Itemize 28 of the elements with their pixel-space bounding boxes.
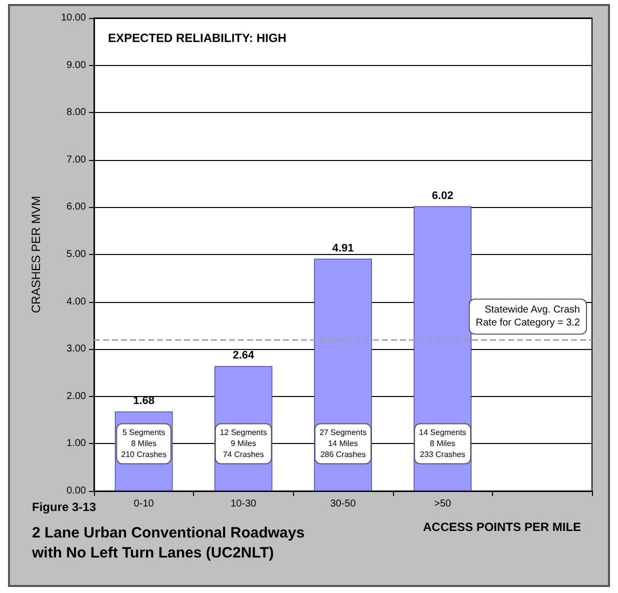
y-tick-label: 1.00 [66, 438, 86, 450]
x-tick-label: 30-50 [330, 498, 356, 510]
y-tick-label: 7.00 [66, 154, 86, 166]
y-tick-label: 8.00 [66, 107, 86, 118]
y-tick-label: 3.00 [66, 344, 86, 355]
data-label: 2.64 [232, 350, 255, 362]
annotation: 5 Segments 8 Miles 210 Crashes [121, 428, 166, 460]
x-axis-title: ACCESS POINTS PER MILE [423, 520, 582, 534]
x-tick-label: >50 [434, 498, 452, 510]
annotation: EXPECTED RELIABILITY: HIGH [108, 31, 286, 45]
annotation: 12 Segments 9 Miles 74 Crashes [220, 428, 267, 460]
y-axis-title: CRASHES PER MVM [29, 196, 43, 314]
y-tick-label: 0.00 [66, 486, 86, 496]
annotation: 14 Segments 8 Miles 233 Crashes [419, 428, 466, 460]
y-tick-label: 6.00 [66, 202, 86, 213]
ref-line-label: Statewide Avg. Crash Rate for Category = 3.2 [476, 304, 580, 329]
text: 2 Lane Urban Conventional Roadways with No Left Turn Lanes (UC2NLT) [31, 524, 305, 562]
annotation: 27 Segments 14 Miles 286 Crashes [319, 428, 367, 460]
y-tick-label: 4.00 [66, 296, 86, 308]
x-tick-label: 0-10 [134, 498, 154, 510]
y-tick-label: 5.00 [66, 249, 86, 260]
y-tick-label: 2.00 [66, 390, 86, 402]
caption: Figure 3-13 [32, 500, 96, 514]
x-tick-label: 10-30 [230, 498, 257, 510]
y-tick-label: 9.00 [66, 60, 86, 71]
y-tick-label: 10.00 [60, 12, 86, 24]
data-label: 4.91 [332, 242, 354, 254]
data-label: 6.02 [432, 190, 454, 202]
